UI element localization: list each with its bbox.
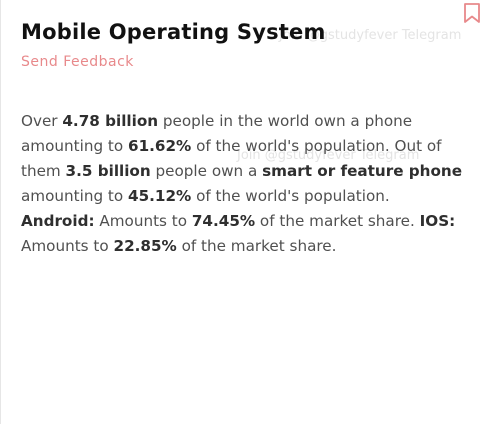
bookmark-icon [464,3,480,23]
text-segment: Over [21,112,63,130]
phone-owners-percent: 61.62% [128,137,192,155]
bookmark-button[interactable] [461,2,483,24]
phone-owners-value: 4.78 billion [62,112,159,130]
page-title: Mobile Operating System [21,20,326,44]
text-segment: people own a [150,162,263,180]
text-segment: of the world's population. [191,187,390,205]
text-segment: of the market share. [176,237,337,255]
text-segment: of the market share. [255,212,420,230]
phone-type-label: smart or feature phone [262,162,463,180]
ios-label: IOS: [419,212,456,230]
text-segment: amounting to [21,187,128,205]
smartphone-owners-percent: 45.12% [128,187,192,205]
description-text: Over 4.78 billion people in the world ow… [21,109,476,259]
android-label: Android: [21,212,95,230]
text-segment: of the world's population. Out of them [21,137,442,180]
smartphone-owners-value: 3.5 billion [65,162,151,180]
android-share-value: 74.45% [191,212,256,230]
text-segment: Amounts to [21,237,114,255]
text-segment: Amounts to [94,212,192,230]
send-feedback-link[interactable]: Send Feedback [21,54,134,70]
text-segment: people in the world own a phone amountin… [21,112,413,155]
ios-share-value: 22.85% [113,237,177,255]
